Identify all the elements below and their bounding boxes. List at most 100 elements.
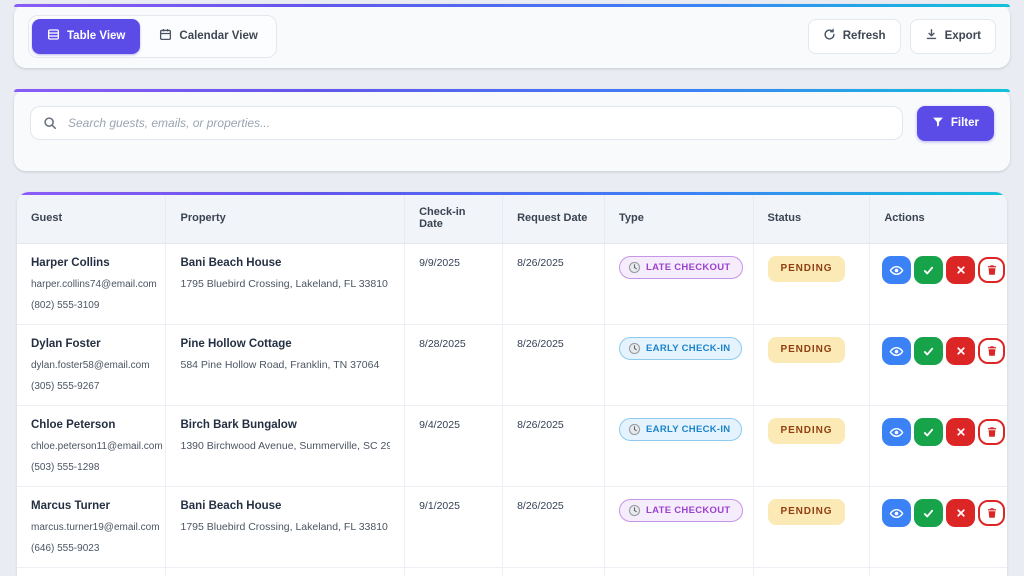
x-icon [955,426,967,438]
type-badge: LATE CHECKOUT [619,256,742,279]
actions-cell [870,406,1007,487]
trash-icon [986,426,998,438]
reject-button[interactable] [946,418,975,446]
guest-name: Chloe Peterson [31,418,151,432]
refresh-label: Refresh [843,31,886,43]
delete-button[interactable] [978,419,1005,445]
view-button[interactable] [882,499,911,527]
request-date-cell: 8/26/2025 [503,487,605,568]
view-button[interactable] [882,337,911,365]
reject-button[interactable] [946,256,975,284]
actions-cell [870,568,1007,576]
request-date: 8/26/2025 [517,256,590,270]
clock-icon [628,423,641,436]
clock-icon [628,504,641,517]
property-name: Pine Hollow Cottage [180,337,390,351]
delete-button[interactable] [978,257,1005,283]
guest-cell: Dylan Foster dylan.foster58@email.com (3… [17,325,166,406]
guest-name: Harper Collins [31,256,151,270]
column-header-property: Property [166,192,405,244]
column-header-checkin-date: Check-in Date [405,192,503,244]
table-header-row: Guest Property Check-in Date Request Dat… [17,192,1007,244]
table-row: Olivia Bennett olivia.bennett82@email.co… [17,568,1007,576]
guest-name: Marcus Turner [31,499,151,513]
x-icon [955,345,967,357]
guest-cell: Harper Collins harper.collins74@email.co… [17,244,166,325]
check-icon [922,507,935,520]
eye-icon [889,344,904,359]
guest-phone: (802) 555-3109 [31,300,151,312]
export-button[interactable]: Export [910,19,996,54]
guest-phone: (646) 555-9023 [31,543,151,555]
type-badge: EARLY CHECK-IN [619,418,742,441]
approve-button[interactable] [914,499,943,527]
type-cell: EARLY CHECK-IN [605,406,753,487]
view-button[interactable] [882,256,911,284]
download-icon [925,28,938,45]
toolbar: Table View Calendar View Refresh [14,4,1010,68]
check-icon [922,426,935,439]
property-address: 584 Pine Hollow Road, Franklin, TN 37064 [180,359,390,372]
property-cell: Birch Bark Bungalow 1390 Birchwood Avenu… [166,406,405,487]
trash-icon [986,264,998,276]
actions-cell [870,244,1007,325]
eye-icon [889,263,904,278]
refresh-icon [823,28,836,45]
status-badge: PENDING [768,418,846,444]
checkin-date: 9/4/2025 [419,418,488,432]
guest-email: dylan.foster58@email.com [31,360,151,372]
guest-phone: (305) 555-9267 [31,381,151,393]
refresh-button[interactable]: Refresh [808,19,901,54]
search-input[interactable] [30,106,903,140]
property-address: 1795 Bluebird Crossing, Lakeland, FL 338… [180,278,390,291]
request-date-cell: 8/26/2025 [503,325,605,406]
property-cell: Bani Beach House 1795 Bluebird Crossing,… [166,244,405,325]
property-name: Bani Beach House [180,499,390,513]
trash-icon [986,507,998,519]
approve-button[interactable] [914,256,943,284]
request-date-cell: 8/26/2025 [503,406,605,487]
status-cell: PENDING [753,244,870,325]
column-header-type: Type [605,192,753,244]
delete-button[interactable] [978,338,1005,364]
x-icon [955,264,967,276]
column-header-actions: Actions [870,192,1007,244]
checkin-date-cell: 9/1/2025 [405,487,503,568]
search-box [30,106,903,140]
type-label: EARLY CHECK-IN [646,343,730,355]
property-name: Bani Beach House [180,256,390,270]
table-view-button[interactable]: Table View [32,19,140,54]
property-cell: Bani Beach House 1795 Bluebird Crossing,… [166,487,405,568]
type-cell: EARLY CHECK-IN [605,325,753,406]
toolbar-actions: Refresh Export [808,19,996,54]
view-button[interactable] [882,418,911,446]
type-badge: EARLY CHECK-IN [619,337,742,360]
reject-button[interactable] [946,499,975,527]
approve-button[interactable] [914,418,943,446]
guest-email: marcus.turner19@email.com [31,522,151,534]
request-date-cell: 8/26/2025 [503,244,605,325]
filter-button[interactable]: Filter [917,106,994,142]
guest-phone: (503) 555-1298 [31,462,151,474]
request-date-cell: 8/26/2025 [503,568,605,576]
table-row: Chloe Peterson chloe.peterson11@email.co… [17,406,1007,487]
eye-icon [889,425,904,440]
reject-button[interactable] [946,337,975,365]
requests-table: Guest Property Check-in Date Request Dat… [17,192,1007,576]
checkin-date-cell: 8/30/2025 [405,568,503,576]
table-icon [47,28,60,45]
column-header-guest: Guest [17,192,166,244]
type-cell: LATE CHECKOUT [605,244,753,325]
guest-email: chloe.peterson11@email.com [31,441,151,453]
column-header-request-date: Request Date [503,192,605,244]
type-label: LATE CHECKOUT [646,262,730,274]
calendar-view-label: Calendar View [179,31,257,43]
calendar-view-button[interactable]: Calendar View [144,19,272,54]
checkin-date: 8/28/2025 [419,337,488,351]
delete-button[interactable] [978,500,1005,526]
filter-icon [932,116,944,132]
row-actions [882,499,1004,527]
approve-button[interactable] [914,337,943,365]
trash-icon [986,345,998,357]
guest-cell: Marcus Turner marcus.turner19@email.com … [17,487,166,568]
